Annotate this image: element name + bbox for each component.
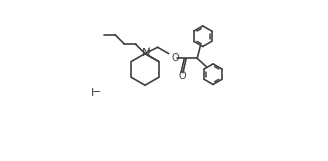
Text: I: I [91,88,93,98]
Text: O: O [171,53,179,63]
Text: +: + [145,46,152,55]
Text: −: − [92,87,101,97]
Text: N: N [142,48,150,58]
Text: O: O [178,71,186,81]
